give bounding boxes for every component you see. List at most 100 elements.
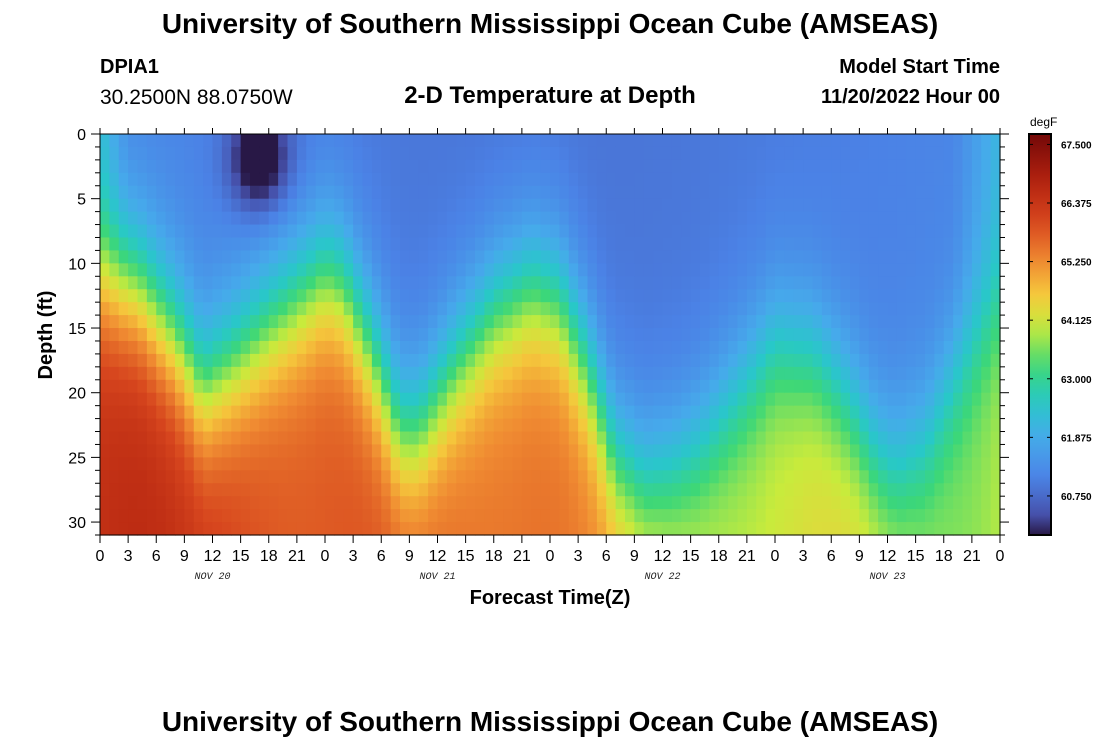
heatmap-cell [962,418,973,433]
heatmap-cell [456,418,467,433]
heatmap-cell [259,483,270,497]
heatmap-cell [184,483,195,497]
heatmap-cell [184,315,195,329]
heatmap-cell [756,159,767,174]
heatmap-cell [596,315,607,329]
heatmap-cell [540,276,551,290]
heatmap-cell [231,185,242,200]
heatmap-cell [587,340,598,355]
heatmap-cell [690,250,701,264]
heatmap-cell [737,224,748,239]
heatmap-cell [746,379,757,394]
heatmap-cell [400,392,410,407]
x-tick-label: 6 [152,548,161,565]
heatmap-cell [165,302,176,316]
colorbar-unit: degF [1030,115,1057,129]
heatmap-cell [821,366,832,381]
heatmap-cell [775,198,785,213]
heatmap-cell [746,353,757,368]
heatmap-cell [390,509,401,523]
heatmap-cell [184,302,195,316]
heatmap-cell [353,159,364,174]
heatmap-cell [925,366,935,381]
heatmap-cell [700,302,710,316]
heatmap-cell [100,146,110,161]
heatmap-cell [287,250,298,264]
heatmap-cell [775,302,785,316]
heatmap-cell [465,276,476,290]
heatmap-cell [662,353,673,368]
heatmap-cell [128,263,139,277]
heatmap-cell [728,366,739,381]
heatmap-cell [456,172,467,187]
heatmap-cell [990,405,1001,420]
heatmap-cell [165,366,176,381]
heatmap-cell [559,159,570,174]
heatmap-cell [493,237,504,252]
heatmap-cell [896,302,907,316]
heatmap-cell [315,418,326,433]
heatmap-cell [390,366,401,381]
heatmap-cell [850,302,860,316]
heatmap-cell [775,134,785,148]
heatmap-cell [981,250,992,264]
heatmap-cell [812,431,823,446]
heatmap-cell [475,185,485,200]
heatmap-cell [831,431,842,446]
heatmap-cell [100,134,110,148]
heatmap-cell [953,237,964,252]
heatmap-cell [118,211,129,226]
heatmap-cell [915,522,926,536]
heatmap-cell [128,237,139,252]
heatmap-cell [109,211,120,226]
heatmap-cell [840,353,851,368]
heatmap-cell [587,444,598,458]
heatmap-cell [681,146,692,161]
heatmap-cell [296,470,307,484]
heatmap-cell [278,379,289,394]
heatmap-cell [606,302,617,316]
heatmap-cell [343,379,354,394]
heatmap-cell [896,444,907,458]
heatmap-cell [765,302,776,316]
heatmap-cell [437,134,448,148]
heatmap-cell [906,340,917,355]
heatmap-cell [418,134,429,148]
heatmap-cell [896,483,907,497]
heatmap-cell [765,366,776,381]
heatmap-cell [850,211,860,226]
heatmap-cell [756,237,767,252]
heatmap-cell [728,444,739,458]
heatmap-cell [381,211,392,226]
heatmap-cell [268,379,279,394]
heatmap-cell [578,431,589,446]
heatmap-cell [887,470,898,484]
heatmap-cell [437,405,448,420]
heatmap-cell [278,185,289,200]
heatmap-cell [850,457,860,471]
heatmap-cell [990,496,1001,510]
heatmap-cell [962,276,973,290]
heatmap-cell [981,392,992,407]
heatmap-cell [634,340,645,355]
heatmap-cell [100,263,110,277]
heatmap-cell [296,146,307,161]
heatmap-cell [268,159,279,174]
heatmap-cell [456,470,467,484]
heatmap-cell [700,444,710,458]
heatmap-cell [850,315,860,329]
heatmap-cell [465,496,476,510]
heatmap-cell [971,146,982,161]
heatmap-cell [315,366,326,381]
heatmap-cell [587,146,598,161]
heatmap-cell [559,509,570,523]
heatmap-cell [343,237,354,252]
heatmap-cell [278,237,289,252]
heatmap-cell [803,302,814,316]
heatmap-cell [484,444,495,458]
heatmap-cell [371,211,382,226]
heatmap-cell [287,470,298,484]
heatmap-cell [578,185,589,200]
heatmap-cell [728,457,739,471]
heatmap-cell [681,457,692,471]
